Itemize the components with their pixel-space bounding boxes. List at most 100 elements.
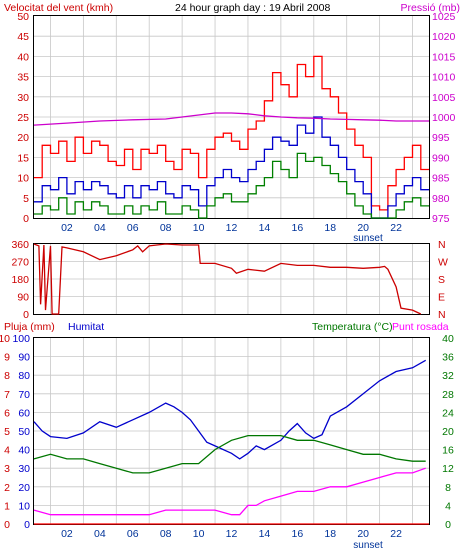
rain-y-tick-label: 8 xyxy=(4,370,10,382)
pressure-y-tick-label: 985 xyxy=(432,173,450,185)
rain-y-tick-label: 6 xyxy=(4,407,10,419)
temperature-y-tick-label: 28 xyxy=(442,389,454,401)
direction-panel-series xyxy=(33,243,422,315)
wind-x-tick-label: 18 xyxy=(324,222,336,234)
wind-panel-series xyxy=(33,55,429,219)
rain-y-tick-label: 10 xyxy=(0,333,10,345)
direction-y-tick-label: 90 xyxy=(17,292,29,304)
temperature-y-tick-label: 16 xyxy=(442,445,454,457)
direction-y-tick-label: 270 xyxy=(11,257,29,269)
wind-y-tick-label: 15 xyxy=(17,152,29,164)
rain-y-tick-label: 2 xyxy=(4,482,10,494)
temperature-y-tick-label: 40 xyxy=(442,333,454,345)
rain-y-tick-label: 3 xyxy=(4,463,10,475)
avg-series-line xyxy=(34,116,429,219)
wind-x-tick-label: 06 xyxy=(127,222,139,234)
wind-y-tick-label: 25 xyxy=(17,112,29,124)
pressure-y-tick-label: 1020 xyxy=(432,31,456,43)
wind-x-tick-label: 04 xyxy=(94,222,106,234)
humidity-y-tick-label: 80 xyxy=(18,370,30,382)
sunset-label: sunset xyxy=(353,233,383,244)
thermo-x-tick-label: 10 xyxy=(193,528,205,540)
temperature-y-tick-label: 12 xyxy=(442,463,454,475)
wind-y-tick-label: 0 xyxy=(23,213,29,225)
pressure-y-tick-label: 1005 xyxy=(432,92,456,104)
temperature-series-line xyxy=(33,434,426,474)
wind-y-tick-label: 10 xyxy=(17,173,29,185)
pressure-series-line xyxy=(33,112,429,126)
direction-series-line xyxy=(33,243,422,315)
humidity-series-line xyxy=(33,359,427,460)
compass-tick-label: N xyxy=(438,239,446,251)
pressure-y-tick-label: 1000 xyxy=(432,112,456,124)
wind-left-axis: 0 5 10 15 20 25 30 35 40 45 50 xyxy=(17,11,29,225)
min-series-line xyxy=(34,152,429,219)
pressure-y-tick-label: 1010 xyxy=(432,72,456,84)
pressure-y-tick-label: 980 xyxy=(432,193,450,205)
direction-left-axis: 0 90 180 270 360 xyxy=(11,239,29,321)
wind-x-tick-label: 10 xyxy=(193,222,205,234)
humidity-y-tick-label: 60 xyxy=(18,407,30,419)
humidity-y-tick-label: 50 xyxy=(18,426,30,438)
wind-x-tick-label: 14 xyxy=(259,222,271,234)
wind-y-tick-label: 45 xyxy=(17,31,29,43)
thermo-x-tick-label: 08 xyxy=(160,528,172,540)
thermo-x-tick-label: 12 xyxy=(226,528,238,540)
gust-series-line xyxy=(34,55,429,211)
pressure-y-tick-label: 995 xyxy=(432,132,450,144)
pressure-y-tick-label: 1025 xyxy=(432,11,456,23)
rain-y-tick-label: 4 xyxy=(4,445,10,457)
temperature-y-tick-label: 8 xyxy=(445,482,451,494)
humidity-y-tick-label: 70 xyxy=(18,389,30,401)
humidity-y-tick-label: 90 xyxy=(18,352,30,364)
chart-title: 24 hour graph day : 19 Abril 2008 xyxy=(175,2,330,14)
pressure-right-axis: 975 980 985 990 995 1000 1005 1010 1015 1020 1025 xyxy=(432,11,456,225)
humidity-y-tick-label: 30 xyxy=(18,463,30,475)
wind-x-tick-label: 12 xyxy=(226,222,238,234)
temperature-axis: 0 4 8 12 16 20 24 28 32 36 40 xyxy=(442,333,454,531)
compass-tick-label: N xyxy=(438,309,446,321)
thermo-x-tick-label: 22 xyxy=(390,528,402,540)
pressure-axis-label: Pressió (mb) xyxy=(400,2,460,14)
wind-x-tick-label: 02 xyxy=(61,222,73,234)
temperature-y-tick-label: 36 xyxy=(442,352,454,364)
wind-x-tick-label: 16 xyxy=(291,222,303,234)
wind-y-tick-label: 20 xyxy=(17,132,29,144)
rain-y-tick-label: 9 xyxy=(4,352,10,364)
direction-panel-grid xyxy=(34,244,429,314)
thermo-panel-series xyxy=(33,359,429,525)
compass-tick-label: S xyxy=(438,274,445,286)
sunset-label-bottom: sunset xyxy=(353,540,383,551)
rain-y-tick-label: 7 xyxy=(4,389,10,401)
direction-y-tick-label: 180 xyxy=(11,274,29,286)
humidity-y-tick-label: 10 xyxy=(18,500,30,512)
pressure-y-tick-label: 990 xyxy=(432,152,450,164)
thermo-x-tick-label: 20 xyxy=(357,528,369,540)
wind-y-tick-label: 35 xyxy=(17,72,29,84)
wind-axis-label: Velocitat del vent (kmh) xyxy=(4,2,113,14)
direction-y-tick-label: 0 xyxy=(23,309,29,321)
rain-axis-label: Pluja (mm) xyxy=(4,321,55,333)
thermo-x-tick-label: 18 xyxy=(324,528,336,540)
thermo-x-tick-label: 16 xyxy=(291,528,303,540)
temperature-y-tick-label: 32 xyxy=(442,370,454,382)
wind-y-tick-label: 40 xyxy=(17,51,29,63)
dewpoint-series-line xyxy=(33,467,426,516)
direction-y-tick-label: 360 xyxy=(11,239,29,251)
humidity-y-tick-label: 40 xyxy=(18,445,30,457)
wind-y-tick-label: 30 xyxy=(17,92,29,104)
thermo-x-tick-label: 02 xyxy=(61,528,73,540)
compass-tick-label: W xyxy=(438,257,448,269)
wind-y-tick-label: 5 xyxy=(23,193,29,205)
humidity-y-tick-label: 20 xyxy=(18,482,30,494)
wind-x-tick-label: 22 xyxy=(390,222,402,234)
temperature-axis-label: Temperatura (°C) xyxy=(312,321,393,333)
wind-x-tick-label: 08 xyxy=(160,222,172,234)
humidity-axis-label: Humitat xyxy=(68,321,104,333)
rain-y-tick-label: 0 xyxy=(4,519,10,531)
humidity-y-tick-label: 0 xyxy=(24,519,30,531)
thermo-x-tick-label: 14 xyxy=(259,528,271,540)
temperature-y-tick-label: 4 xyxy=(445,500,451,512)
